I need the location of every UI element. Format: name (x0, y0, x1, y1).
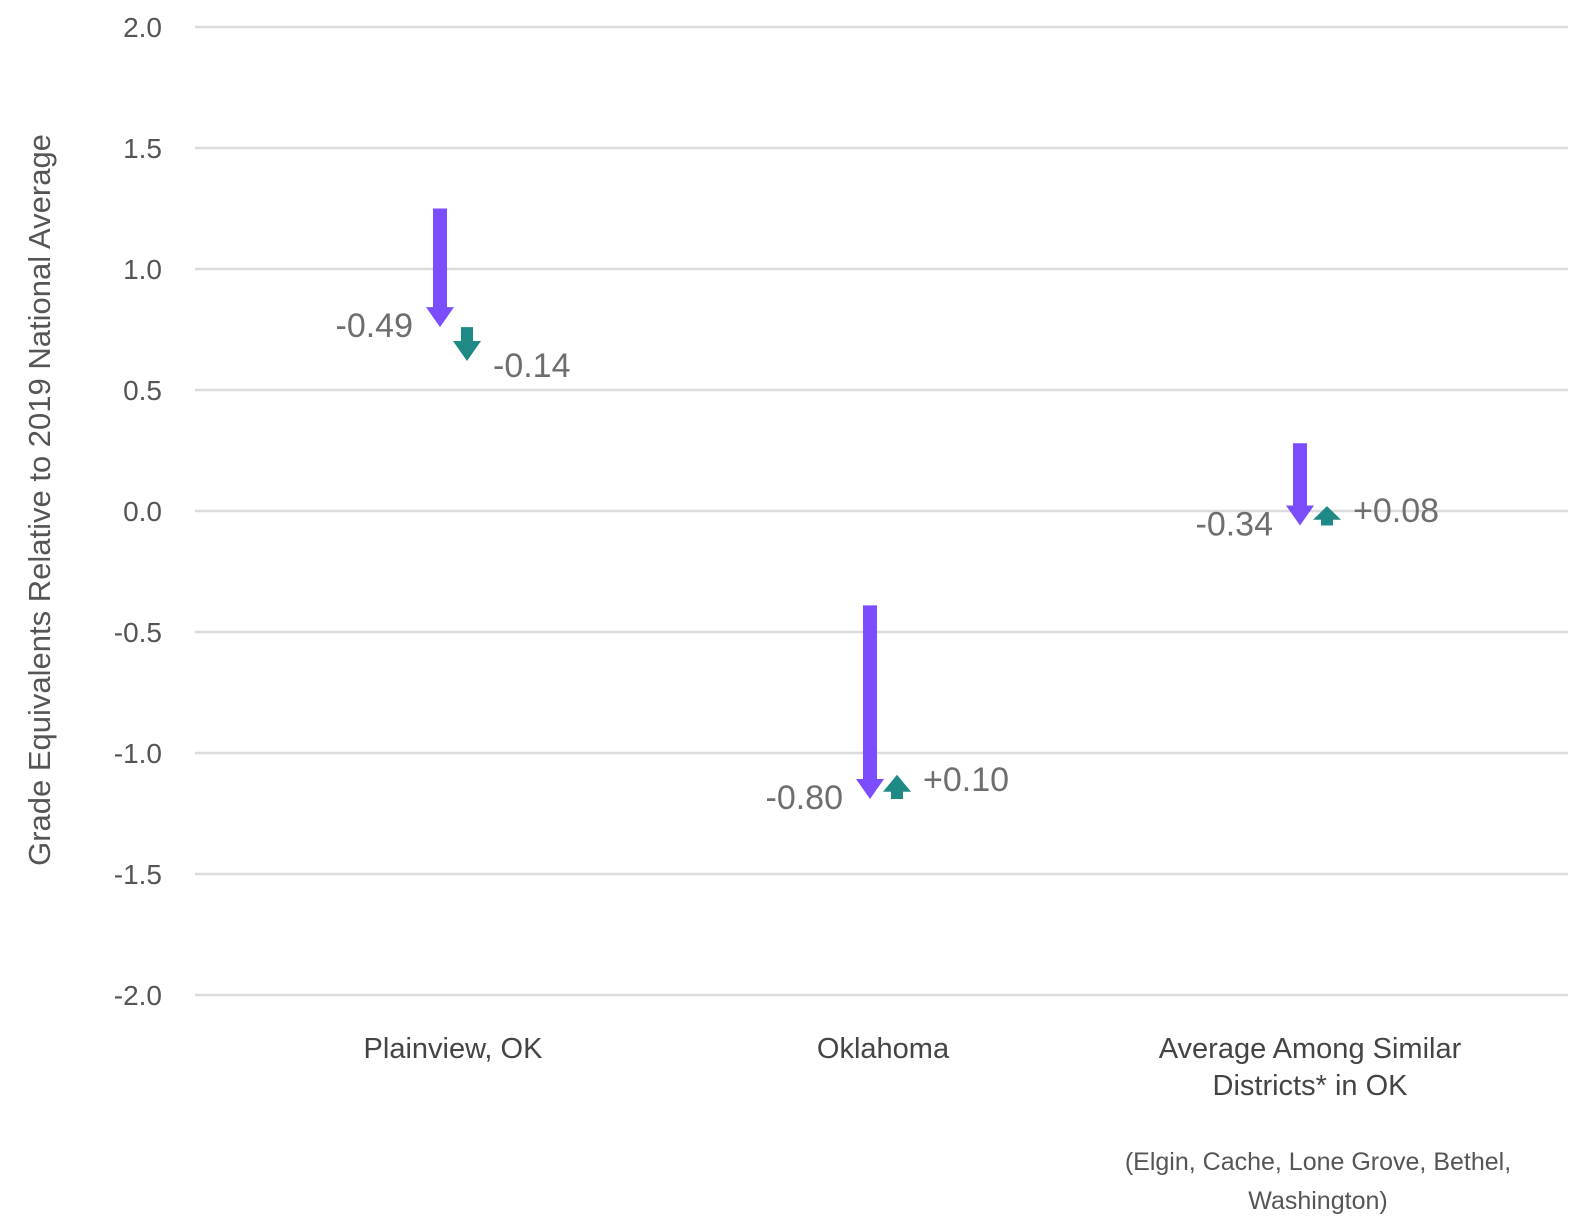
second-change-arrow (883, 774, 911, 799)
y-tick-label: 0.5 (123, 375, 162, 406)
second-change-arrow (453, 327, 481, 361)
y-tick-label: 1.0 (123, 254, 162, 285)
second-change-label: +0.10 (923, 761, 1009, 799)
category-note: Washington) (1248, 1187, 1387, 1215)
category-label: Average Among Similar (1159, 1033, 1462, 1065)
y-tick-label: 1.5 (123, 133, 162, 164)
x-axis-category-labels: Plainview, OK Oklahoma Average Among Simil… (364, 1033, 1512, 1215)
y-tick-label: -1.0 (114, 738, 162, 769)
category-note: (Elgin, Cache, Lone Grove, Bethel, (1125, 1148, 1511, 1176)
y-tick-label: -2.0 (114, 980, 162, 1011)
y-axis-tick-labels: 2.0 1.5 1.0 0.5 0.0 -0.5 -1.0 -1.5 -2.0 (114, 12, 162, 1011)
second-change-label: -0.14 (493, 347, 571, 385)
second-change-arrow (1313, 506, 1341, 526)
category-label: Districts* in OK (1213, 1070, 1409, 1102)
y-tick-label: -1.5 (114, 859, 162, 890)
category-label: Oklahoma (817, 1033, 950, 1065)
y-tick-label: 2.0 (123, 12, 162, 43)
first-change-label: -0.34 (1196, 506, 1274, 544)
y-tick-label: -0.5 (114, 617, 162, 648)
y-axis-label: Grade Equivalents Relative to 2019 Natio… (22, 134, 57, 866)
first-change-arrow (426, 208, 454, 328)
first-change-arrow (856, 605, 884, 799)
first-change-arrow (1286, 443, 1314, 526)
category-label: Plainview, OK (364, 1033, 544, 1065)
first-change-label: -0.80 (766, 779, 844, 817)
gridlines (195, 25, 1568, 997)
first-change-label: -0.49 (336, 307, 414, 345)
second-change-label: +0.08 (1353, 492, 1439, 530)
arrow-marks: -0.49 -0.14 -0.80 +0.10 -0.34 +0.08 (336, 208, 1439, 817)
y-tick-label: 0.0 (123, 496, 162, 527)
